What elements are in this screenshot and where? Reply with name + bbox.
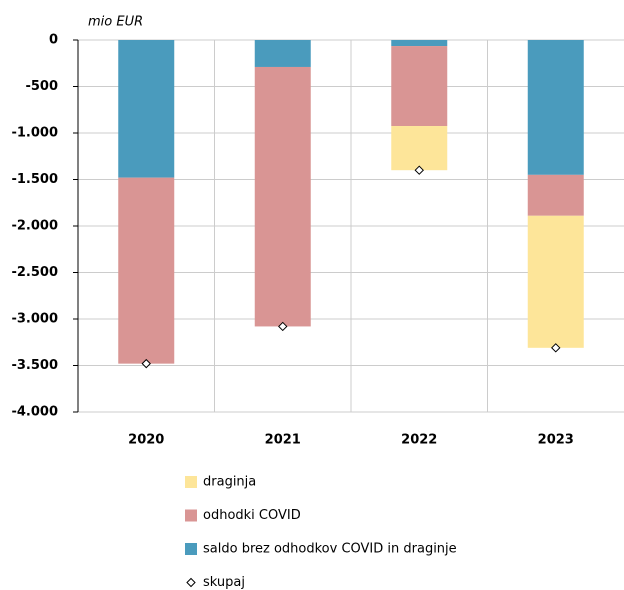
y-tick-label: -500: [25, 79, 58, 94]
bar-segment: [391, 126, 448, 171]
y-tick-label: -1.000: [11, 126, 58, 141]
total-marker: [278, 321, 288, 332]
bar-segment: [254, 66, 311, 327]
x-tick-label: 2021: [265, 433, 301, 448]
legend-label: saldo brez odhodkov COVID in draginje: [203, 542, 457, 557]
bar-segment: [391, 40, 448, 47]
total-marker: [551, 343, 561, 353]
x-tick-label: 2022: [401, 433, 437, 448]
x-tick-label: 2020: [128, 433, 164, 448]
y-tick-label: -3.000: [11, 312, 58, 327]
x-tick-label: 2023: [538, 433, 574, 448]
legend-swatch: [185, 476, 197, 488]
legend-label: skupaj: [203, 575, 245, 590]
y-tick-label: -2.000: [11, 219, 58, 234]
bar-segment: [254, 40, 311, 67]
total-marker: [141, 358, 151, 369]
y-tick-label: -1.500: [11, 172, 58, 187]
legend-swatch: [185, 509, 197, 522]
y-tick-label: 0: [49, 33, 58, 48]
total-marker: [414, 165, 424, 175]
y-tick-label: -4.000: [11, 405, 58, 420]
bar-segment: [391, 46, 448, 127]
legend-label: odhodki COVID: [203, 508, 301, 523]
bar-segment: [527, 174, 584, 216]
legend-label: draginja: [203, 475, 256, 490]
bar-segment: [118, 40, 175, 178]
legend-marker: [186, 577, 196, 588]
bar-segment: [118, 177, 175, 364]
unit-label: mio EUR: [88, 15, 143, 30]
bar-segment: [527, 40, 584, 175]
y-tick-label: -3.500: [11, 358, 58, 373]
y-tick-label: -2.500: [11, 265, 58, 280]
bar-segment: [527, 215, 584, 348]
legend-swatch: [185, 543, 197, 555]
